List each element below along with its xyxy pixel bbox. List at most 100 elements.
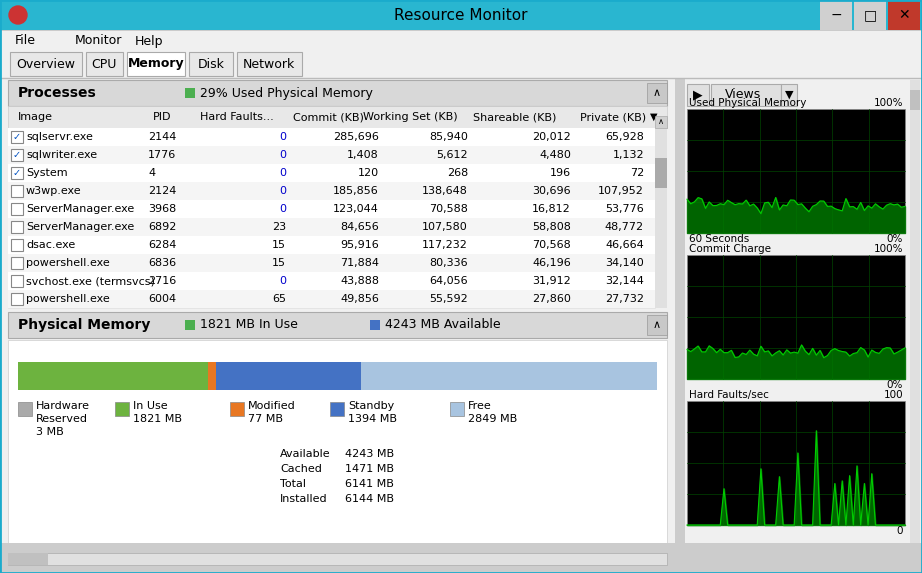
Text: svchost.exe (termsvcs): svchost.exe (termsvcs)	[26, 276, 155, 286]
Text: 2849 MB: 2849 MB	[468, 414, 517, 424]
Text: ServerManager.exe: ServerManager.exe	[26, 204, 135, 214]
Text: Standby: Standby	[348, 401, 395, 411]
FancyBboxPatch shape	[10, 52, 82, 76]
Text: 0: 0	[279, 186, 286, 196]
Text: 71,884: 71,884	[340, 258, 379, 268]
Text: CPU: CPU	[91, 57, 117, 70]
Text: 185,856: 185,856	[333, 186, 379, 196]
Bar	[647, 315, 667, 335]
Text: 1,132: 1,132	[612, 150, 644, 160]
Text: 0%: 0%	[887, 380, 903, 390]
Bar	[370, 320, 380, 330]
Text: Help: Help	[135, 34, 163, 48]
Text: 100%: 100%	[873, 98, 903, 108]
Text: 107,580: 107,580	[422, 222, 468, 232]
Text: 70,588: 70,588	[429, 204, 468, 214]
Text: Processes: Processes	[18, 86, 97, 100]
Text: System: System	[26, 168, 67, 178]
Bar	[361, 362, 657, 390]
Text: 23: 23	[272, 222, 286, 232]
Bar	[11, 221, 23, 233]
Text: In Use: In Use	[133, 401, 168, 411]
Text: 0%: 0%	[887, 234, 903, 244]
Text: ✓: ✓	[13, 132, 21, 142]
Bar	[8, 218, 655, 236]
Bar	[11, 149, 23, 161]
Text: 27,860: 27,860	[532, 294, 571, 304]
Bar	[687, 84, 709, 106]
Text: 6144 MB: 6144 MB	[345, 494, 394, 504]
Bar	[655, 158, 667, 188]
Text: File: File	[15, 34, 36, 48]
Text: Used Physical Memory: Used Physical Memory	[689, 98, 807, 108]
Bar	[711, 84, 781, 106]
Bar	[687, 255, 905, 379]
Bar	[0, 52, 922, 78]
Text: 2144: 2144	[148, 132, 176, 142]
FancyBboxPatch shape	[127, 52, 185, 76]
Text: 6284: 6284	[148, 240, 176, 250]
Text: Working Set (KB): Working Set (KB)	[363, 112, 458, 122]
Bar	[0, 0, 922, 30]
Text: 1821 MB In Use: 1821 MB In Use	[200, 319, 298, 332]
Text: Resource Monitor: Resource Monitor	[395, 7, 527, 22]
Text: 6836: 6836	[148, 258, 176, 268]
Text: 60 Seconds: 60 Seconds	[689, 234, 750, 244]
Text: 70,568: 70,568	[532, 240, 571, 250]
Bar	[655, 116, 667, 128]
Bar	[647, 83, 667, 103]
Text: 123,044: 123,044	[333, 204, 379, 214]
Bar	[330, 402, 344, 416]
Text: 55,592: 55,592	[430, 294, 468, 304]
Bar	[8, 340, 667, 543]
Bar	[11, 257, 23, 269]
Bar	[687, 109, 905, 233]
Bar	[11, 167, 23, 179]
Text: 0: 0	[279, 150, 286, 160]
Text: 84,656: 84,656	[340, 222, 379, 232]
Text: 53,776: 53,776	[605, 204, 644, 214]
Text: 100: 100	[883, 390, 903, 400]
Bar	[8, 290, 655, 308]
Text: ▼: ▼	[785, 90, 793, 100]
Text: powershell.exe: powershell.exe	[26, 294, 110, 304]
Text: 15: 15	[272, 258, 286, 268]
Text: 1471 MB: 1471 MB	[345, 464, 394, 474]
Text: 27,732: 27,732	[605, 294, 644, 304]
Text: Hard Faults/sec: Hard Faults/sec	[689, 390, 769, 400]
Text: 80,336: 80,336	[430, 258, 468, 268]
Bar	[8, 80, 667, 106]
Bar	[8, 312, 667, 338]
Bar	[11, 239, 23, 251]
Text: ✓: ✓	[13, 168, 21, 178]
Text: ▼: ▼	[650, 112, 657, 122]
Text: 32,144: 32,144	[605, 276, 644, 286]
Text: 4,480: 4,480	[539, 150, 571, 160]
Text: Hard Faults...: Hard Faults...	[200, 112, 274, 122]
Bar	[11, 131, 23, 143]
Bar	[185, 320, 195, 330]
Text: 46,664: 46,664	[605, 240, 644, 250]
Text: 196: 196	[550, 168, 571, 178]
Text: Disk: Disk	[197, 57, 224, 70]
Text: 100%: 100%	[873, 244, 903, 254]
Bar	[207, 362, 216, 390]
Bar	[675, 78, 685, 543]
Bar	[18, 362, 207, 390]
Text: ∧: ∧	[658, 117, 664, 127]
Text: 268: 268	[447, 168, 468, 178]
Text: 15: 15	[272, 240, 286, 250]
Text: 64,056: 64,056	[430, 276, 468, 286]
Text: Total: Total	[280, 479, 306, 489]
Bar	[8, 182, 655, 200]
Text: ✕: ✕	[898, 8, 910, 22]
Text: ✓: ✓	[13, 150, 21, 160]
Text: Commit Charge: Commit Charge	[689, 244, 771, 254]
Bar	[216, 362, 361, 390]
Text: 138,648: 138,648	[422, 186, 468, 196]
Bar	[18, 402, 32, 416]
Bar	[888, 0, 920, 30]
Text: 77 MB: 77 MB	[248, 414, 283, 424]
Text: Network: Network	[242, 57, 295, 70]
Text: −: −	[830, 8, 842, 22]
